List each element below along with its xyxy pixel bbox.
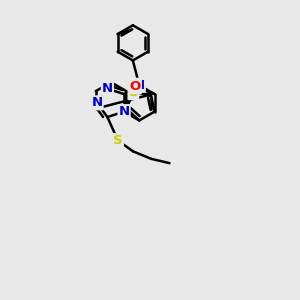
Text: S: S	[129, 86, 138, 99]
Text: N: N	[102, 82, 113, 95]
Text: S: S	[113, 134, 123, 147]
Text: N: N	[134, 79, 145, 92]
Text: N: N	[92, 96, 103, 110]
Text: O: O	[130, 80, 141, 93]
Text: N: N	[118, 105, 130, 118]
